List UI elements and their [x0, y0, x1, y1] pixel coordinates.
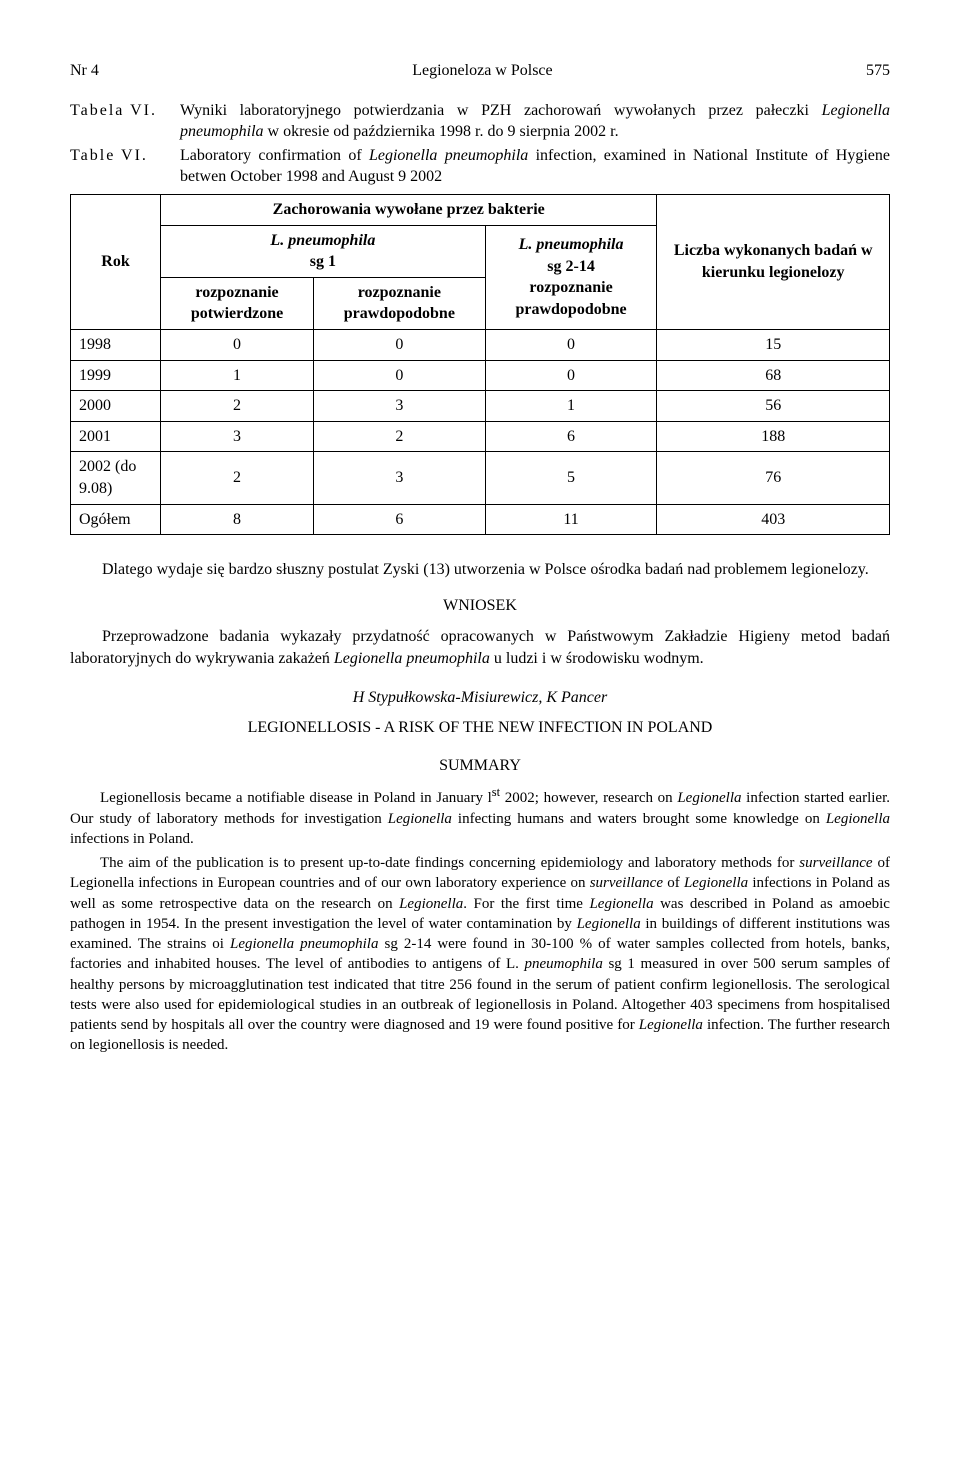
table-row: 1999 1 0 0 68 [71, 360, 890, 391]
table-caption-pl: Tabela VI. Wyniki laboratoryjnego potwie… [70, 100, 890, 143]
wniosek-title: WNIOSEK [70, 595, 890, 617]
table-caption-label-en: Table VI. [70, 145, 180, 188]
table-caption-text-en: Laboratory confirmation of Legionella pn… [180, 145, 890, 188]
table-row: 2000 2 3 1 56 [71, 391, 890, 422]
summary-p1: Legionellosis became a notifiable diseas… [70, 784, 890, 849]
th-zachorowania: Zachorowania wywołane przez bakterie [161, 194, 657, 225]
table-row: 1998 0 0 0 15 [71, 329, 890, 360]
summary-p2: The aim of the publication is to present… [70, 853, 890, 1056]
table-caption-label-pl: Tabela VI. [70, 100, 180, 143]
table-caption-en: Table VI. Laboratory confirmation of Leg… [70, 145, 890, 188]
table-caption-text-pl: Wyniki laboratoryjnego potwierdzania w P… [180, 100, 890, 143]
th-sg214: L. pneumophila sg 2-14 rozpoznanie prawd… [485, 225, 657, 329]
results-table: Rok Zachorowania wywołane przez bakterie… [70, 194, 890, 535]
summary-title: SUMMARY [70, 755, 890, 777]
th-rok: Rok [71, 194, 161, 329]
table-row: 2001 3 2 6 188 [71, 421, 890, 452]
th-liczba: Liczba wykonanych badań w kierunku legio… [657, 194, 890, 329]
table-row: 2002 (do 9.08) 2 3 5 76 [71, 452, 890, 504]
th-rozp-prawd: rozpoznanie prawdopodobne [314, 277, 486, 329]
header-right: 575 [866, 60, 890, 82]
table-row: Ogółem 8 6 11 403 [71, 504, 890, 535]
para-postulat: Dlatego wydaje się bardzo słuszny postul… [70, 559, 890, 581]
header-left: Nr 4 [70, 60, 99, 82]
paper-title: LEGIONELLOSIS - A RISK OF THE NEW INFECT… [70, 717, 890, 739]
header-center: Legioneloza w Polsce [412, 60, 552, 82]
th-rozp-potw: rozpoznanie potwierdzone [161, 277, 314, 329]
wniosek-text: Przeprowadzone badania wykazały przydatn… [70, 626, 890, 669]
th-sg1: L. pneumophila sg 1 [161, 225, 486, 277]
authors: H Stypułkowska-Misiurewicz, K Pancer [70, 687, 890, 709]
page-header: Nr 4 Legioneloza w Polsce 575 [70, 60, 890, 82]
